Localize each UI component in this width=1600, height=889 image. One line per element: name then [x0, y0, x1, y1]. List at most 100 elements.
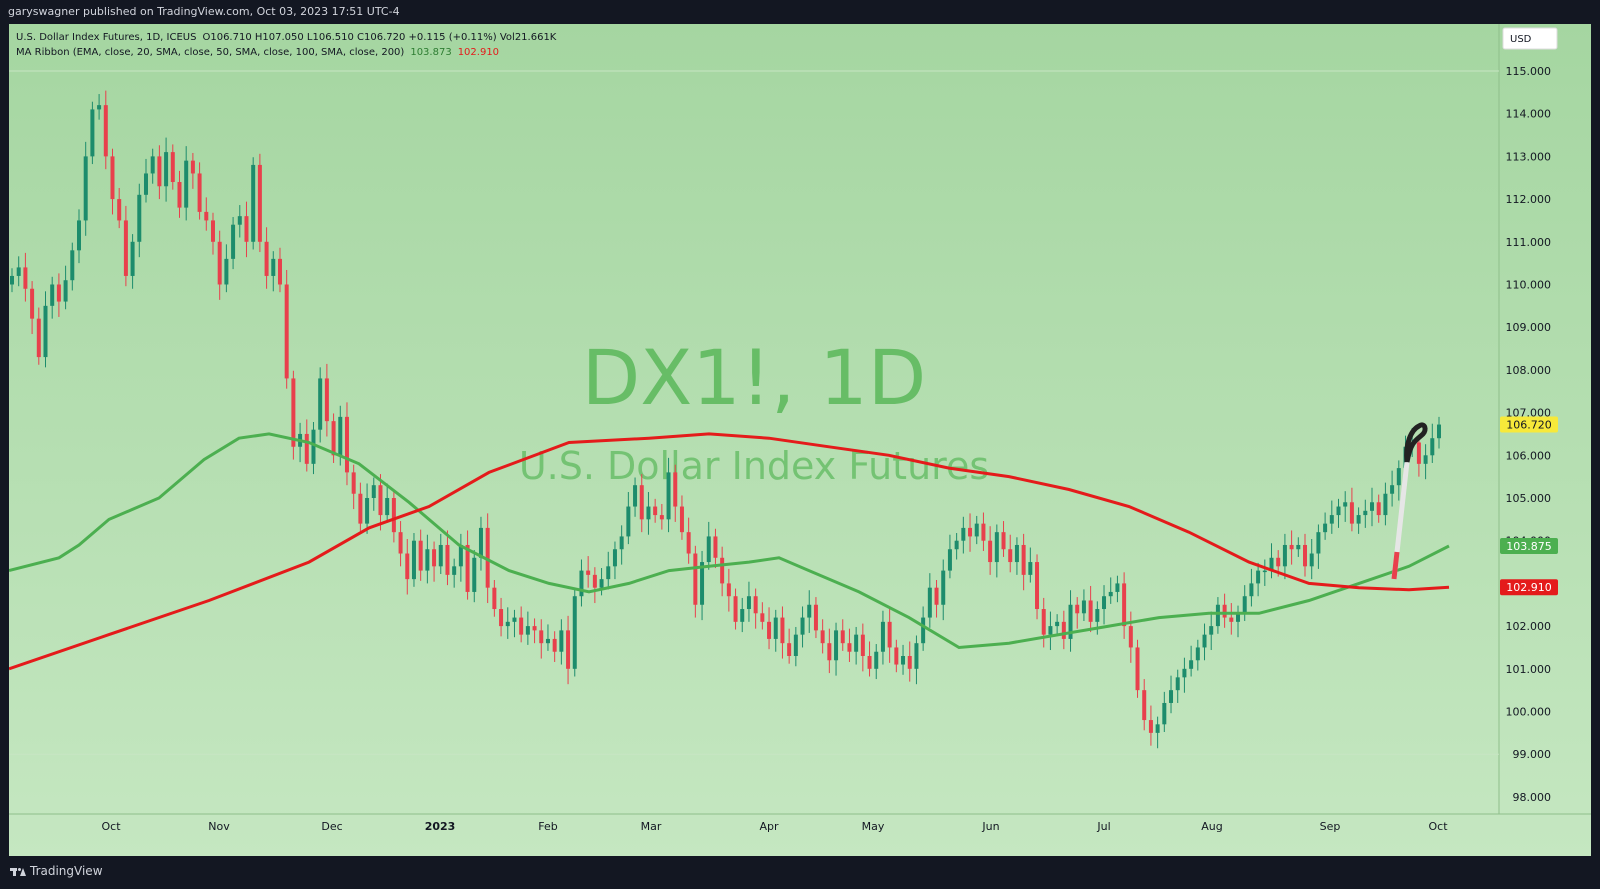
candle-body[interactable] [880, 621, 885, 652]
candle-body[interactable] [1282, 544, 1287, 567]
candle-body[interactable] [579, 570, 584, 597]
candle-body[interactable] [606, 566, 611, 580]
candle-body[interactable] [539, 630, 544, 644]
candle-body[interactable] [1437, 424, 1441, 439]
candle-body[interactable] [318, 378, 323, 430]
candle-body[interactable] [726, 583, 731, 597]
candle-body[interactable] [1068, 604, 1073, 639]
candle-body[interactable] [157, 156, 162, 187]
candle-body[interactable] [458, 544, 463, 567]
candle-body[interactable] [1142, 690, 1147, 721]
candle-body[interactable] [566, 630, 571, 669]
candle-body[interactable] [170, 152, 175, 182]
candle-body[interactable] [673, 472, 678, 507]
candle-body[interactable] [1383, 493, 1388, 516]
candle-body[interactable] [1148, 720, 1153, 733]
candle-body[interactable] [1088, 600, 1093, 622]
candle-body[interactable] [478, 527, 483, 558]
candle-body[interactable] [626, 506, 631, 537]
candle-body[interactable] [1336, 506, 1341, 516]
candle-body[interactable] [706, 536, 711, 563]
candle-body[interactable] [351, 472, 356, 494]
candle-body[interactable] [592, 574, 597, 588]
candle-body[interactable] [405, 553, 410, 580]
candle-body[interactable] [559, 630, 564, 652]
tradingview-logo[interactable]: TradingView [10, 864, 103, 878]
candle-body[interactable] [1001, 532, 1006, 550]
chart-panel[interactable]: DX1!, 1D U.S. Dollar Index Futures 98.00… [9, 24, 1591, 856]
candle-body[interactable] [36, 318, 41, 358]
candle-body[interactable] [740, 609, 745, 622]
time-axis[interactable]: Oct Nov Dec 2023 Feb Mar Apr May Jun Jul Aug Sep Oct [101, 820, 1448, 833]
candle-body[interactable] [753, 596, 758, 614]
candle-body[interactable] [981, 523, 986, 541]
candle-body[interactable] [177, 182, 182, 208]
candle-body[interactable] [385, 498, 390, 516]
candle-body[interactable] [465, 544, 470, 592]
candlestick-chart[interactable]: DX1!, 1D U.S. Dollar Index Futures 98.00… [9, 24, 1591, 856]
candle-body[interactable] [860, 634, 865, 656]
candle-body[interactable] [1102, 596, 1107, 610]
candle-body[interactable] [1115, 583, 1120, 592]
candle-body[interactable] [304, 433, 309, 464]
candle-body[interactable] [934, 587, 939, 605]
candle-body[interactable] [941, 570, 946, 605]
candle-body[interactable] [83, 156, 88, 221]
candle-body[interactable] [760, 613, 765, 622]
candle-body[interactable] [1242, 596, 1247, 614]
candle-body[interactable] [76, 220, 81, 251]
candle-body[interactable] [43, 305, 48, 358]
candle-body[interactable] [1075, 604, 1080, 614]
candle-body[interactable] [438, 544, 443, 567]
candle-body[interactable] [23, 267, 28, 289]
candle-body[interactable] [532, 626, 537, 631]
candle-body[interactable] [693, 553, 698, 605]
candle-body[interactable] [411, 540, 416, 580]
candle-body[interactable] [914, 643, 919, 669]
candle-body[interactable] [231, 224, 236, 259]
candle-body[interactable] [1182, 668, 1187, 678]
candle-body[interactable] [813, 604, 818, 631]
candle-body[interactable] [123, 220, 128, 276]
candle-body[interactable] [1276, 557, 1281, 567]
candle-body[interactable] [499, 609, 504, 627]
candle-body[interactable] [110, 156, 115, 200]
candle-body[interactable] [1061, 621, 1066, 639]
candle-body[interactable] [1189, 660, 1194, 669]
candle-body[interactable] [1215, 604, 1220, 627]
candle-body[interactable] [344, 416, 349, 473]
candle-body[interactable] [974, 523, 979, 537]
candle-body[interactable] [659, 515, 664, 520]
candle-body[interactable] [1430, 438, 1435, 456]
candle-body[interactable] [452, 566, 457, 575]
candle-body[interactable] [130, 241, 135, 276]
candle-body[interactable] [827, 643, 832, 661]
candle-body[interactable] [190, 160, 195, 174]
candle-body[interactable] [545, 638, 550, 644]
candle-body[interactable] [1128, 626, 1133, 648]
candle-body[interactable] [901, 656, 906, 665]
candle-body[interactable] [894, 647, 899, 665]
candle-body[interactable] [70, 250, 75, 281]
candle-body[interactable] [1229, 617, 1234, 622]
candle-body[interactable] [1256, 570, 1261, 584]
candle-body[interactable] [1035, 562, 1040, 610]
candle-body[interactable] [807, 604, 812, 618]
candle-body[interactable] [572, 596, 577, 669]
candle-body[interactable] [425, 549, 430, 571]
candle-body[interactable] [1423, 455, 1428, 464]
candle-body[interactable] [391, 498, 396, 533]
candle-body[interactable] [599, 579, 604, 588]
candle-body[interactable] [1370, 502, 1375, 511]
candle-body[interactable] [277, 258, 282, 285]
candle-body[interactable] [445, 544, 450, 575]
candle-body[interactable] [1095, 609, 1100, 622]
candle-body[interactable] [1108, 591, 1113, 597]
candle-body[interactable] [1209, 626, 1214, 635]
pencil-drawing[interactable] [1391, 422, 1428, 580]
candle-body[interactable] [820, 630, 825, 644]
candle-body[interactable] [639, 485, 644, 520]
candle-body[interactable] [264, 241, 269, 276]
candle-body[interactable] [1162, 702, 1167, 725]
candle-body[interactable] [56, 284, 61, 302]
